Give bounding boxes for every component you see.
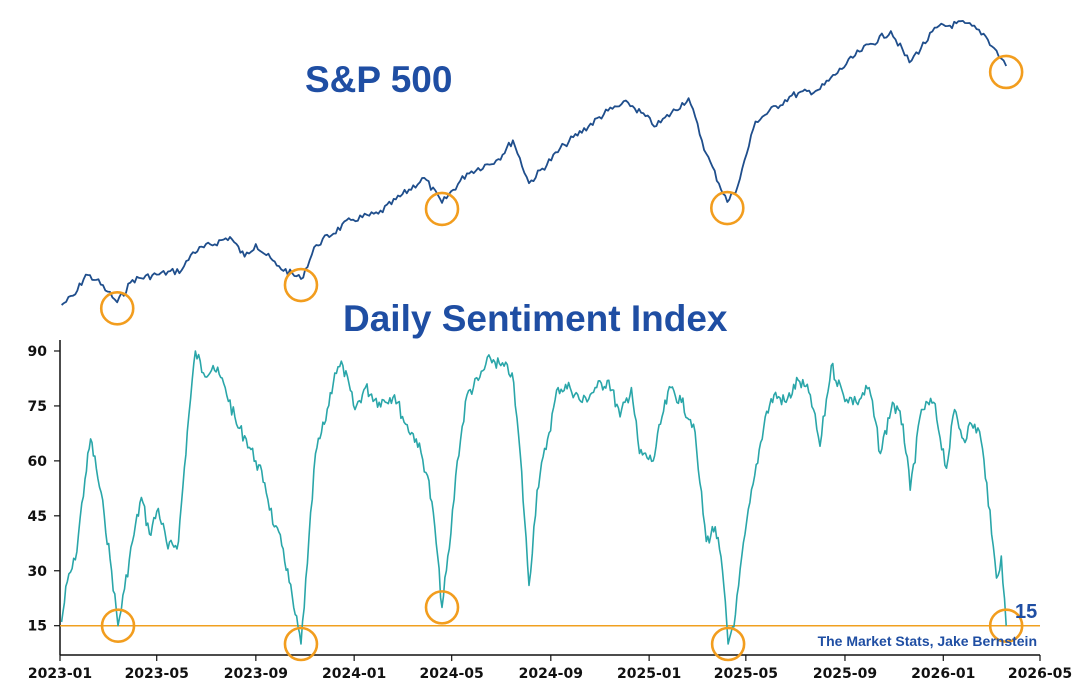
y-tick-label: 15 (28, 619, 47, 635)
y-tick-label: 90 (28, 344, 48, 360)
dsi-highlight-circle (988, 608, 1024, 643)
sp500-highlight-circle (283, 267, 319, 303)
last-value-label: 15 (1015, 601, 1037, 623)
x-tick-label: 2023-05 (125, 666, 189, 682)
sp500-highlight-circle (424, 191, 460, 227)
dsi-tick-labels: 15 30 45 60 75 90 2023-01 2023-05 2023-09 2024-01… (28, 344, 1073, 682)
x-tick-label: 2024-01 (322, 666, 386, 682)
y-tick-label: 30 (28, 564, 48, 580)
x-tick-label: 2025-01 (617, 666, 681, 682)
x-tick-label: 2026-01 (911, 666, 975, 682)
sp500-line (61, 20, 1008, 306)
y-tick-label: 45 (28, 509, 47, 525)
x-tick-label: 2024-09 (519, 666, 583, 682)
dsi-highlight-circle (283, 626, 319, 662)
dsi-highlight-circle (710, 626, 746, 662)
x-tick-label: 2025-05 (714, 666, 778, 682)
dsi-line (60, 350, 1007, 645)
sp500-highlight-circle (710, 190, 745, 226)
x-tick-label: 2026-05 (1008, 666, 1072, 682)
x-tick-label: 2024-05 (420, 666, 484, 682)
dsi-highlight-circle (424, 590, 460, 625)
dsi-title: Daily Sentiment Index (343, 298, 728, 339)
x-tick-label: 2025-09 (813, 666, 877, 682)
x-tick-label: 2023-09 (224, 666, 288, 682)
y-tick-label: 60 (28, 454, 48, 470)
sp500-title: S&P 500 (305, 59, 452, 100)
source-credit: The Market Stats, Jake Bernstein (818, 633, 1037, 649)
dsi-highlight-circle (100, 608, 136, 643)
x-tick-label: 2023-01 (28, 666, 92, 682)
sp500-highlight-circle (988, 54, 1024, 90)
sp500-plot (61, 20, 1024, 326)
dsi-axes (59, 340, 1040, 656)
sp500-highlight-circle (99, 291, 135, 326)
y-tick-label: 75 (28, 399, 47, 415)
dsi-plot (60, 350, 1040, 662)
